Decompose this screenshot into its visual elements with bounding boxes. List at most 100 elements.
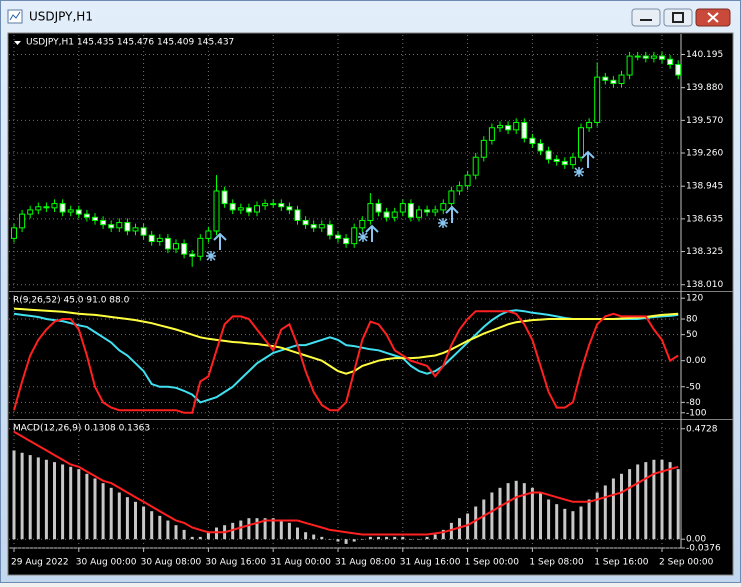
- signal-star: [574, 167, 584, 177]
- candle-body: [310, 224, 317, 229]
- candle-body: [92, 216, 98, 221]
- macd-bar: [620, 473, 623, 540]
- macd-bar: [547, 499, 551, 540]
- x-tick-label: 1 Sep 00:00: [465, 558, 520, 568]
- x-tick-label: 2 Sep 00:00: [659, 558, 714, 568]
- candle-body: [391, 211, 398, 218]
- candle-body: [326, 224, 333, 236]
- macd-bar: [190, 536, 194, 540]
- candle-body: [618, 74, 625, 84]
- maximize-button[interactable]: [663, 8, 693, 27]
- candle-body: [553, 158, 560, 162]
- candle-body: [505, 125, 512, 131]
- candle-body: [359, 219, 366, 229]
- macd-bar: [239, 520, 243, 540]
- macd-bar: [287, 522, 291, 540]
- candle-body: [181, 243, 188, 255]
- macd-bar: [474, 506, 478, 540]
- macd-bar: [320, 536, 324, 540]
- candle-body: [140, 227, 147, 236]
- candle-body: [197, 237, 204, 257]
- macd-bar: [449, 522, 453, 540]
- candle-body: [456, 185, 463, 192]
- indicator-line: [13, 310, 679, 414]
- candle-body: [667, 58, 674, 66]
- candle-body: [270, 203, 277, 206]
- y-tick-label: 140.195: [686, 50, 723, 60]
- macd-bar: [296, 527, 299, 540]
- candle-body: [561, 160, 568, 166]
- macd-bar: [158, 515, 162, 540]
- signal-star: [206, 251, 216, 261]
- macd-bar: [166, 520, 170, 540]
- macd-bar: [117, 492, 121, 540]
- macd-bar: [409, 539, 413, 540]
- macd-bar: [539, 492, 542, 540]
- macd-bar: [490, 492, 494, 540]
- buy-arrow: [365, 224, 379, 242]
- candle-body: [67, 209, 74, 213]
- candle-body: [221, 190, 228, 205]
- title-bar: USDJPY,H1: [7, 8, 731, 27]
- candle-body: [237, 207, 244, 211]
- macd-bar: [377, 536, 380, 540]
- candle-body: [650, 55, 657, 59]
- plot: 29 Aug 2022 30 Aug 00:00 30 Aug 08:00 30 Au…: [9, 34, 733, 568]
- macd-bar: [231, 522, 235, 540]
- macd-bar: [425, 536, 429, 540]
- y-tick-label: -80: [686, 398, 701, 408]
- signal-markers: [206, 150, 595, 261]
- macd-bar: [676, 469, 680, 540]
- candle-body: [480, 139, 487, 158]
- panel-title: R(9,26,52) 45.0 91.0 88.0: [13, 296, 130, 306]
- candle-body: [383, 211, 390, 218]
- candle-body: [488, 127, 495, 141]
- candle-body: [537, 143, 544, 152]
- macd-bar: [304, 532, 308, 540]
- macd-bar: [636, 464, 640, 540]
- macd-bar: [579, 506, 583, 540]
- macd-bar: [279, 520, 283, 540]
- y-tick-label: 50: [686, 330, 698, 340]
- candle-body: [108, 224, 115, 229]
- macd-bar: [255, 518, 259, 540]
- minimize-button[interactable]: [631, 8, 661, 27]
- macd-bar: [352, 539, 356, 542]
- macd-bar: [174, 525, 178, 540]
- candle-body: [343, 237, 350, 245]
- x-tick-label: 31 Aug 16:00: [400, 558, 461, 568]
- candle-body: [594, 76, 601, 123]
- macd-bar: [522, 483, 526, 540]
- y-tick-label: 0.00: [686, 356, 706, 366]
- macd-bar: [360, 539, 364, 540]
- candle-body: [75, 209, 82, 215]
- macd-bar: [466, 513, 470, 540]
- candle-body: [335, 234, 341, 239]
- candle-body: [83, 213, 90, 218]
- candle-body: [124, 222, 131, 232]
- candle-body: [351, 227, 358, 245]
- candle-body: [100, 219, 107, 226]
- candle-body: [602, 76, 609, 81]
- x-tick-label: 30 Aug 16:00: [205, 558, 266, 568]
- macd-bar: [571, 511, 575, 540]
- macd-bar: [206, 532, 210, 540]
- candle-body: [367, 203, 374, 221]
- candle-body: [11, 227, 17, 239]
- macd-bar: [644, 462, 648, 540]
- candle-body: [578, 127, 584, 158]
- y-tick-label: 120: [686, 294, 703, 304]
- candle-body: [294, 209, 301, 221]
- macd-bar: [150, 511, 154, 540]
- macd-bar: [603, 485, 607, 540]
- y-tick-label: -50: [686, 382, 701, 392]
- symbol-menu-triangle: [14, 41, 21, 45]
- candle-body: [521, 121, 528, 139]
- panel-title: MACD(12,26,9) 0.1308 0.1363: [13, 424, 150, 434]
- y-tick-label: 138.325: [686, 247, 723, 257]
- macd-bar: [514, 480, 518, 540]
- signal-line: [13, 430, 679, 536]
- macd-bar: [142, 506, 146, 540]
- candle-body: [424, 209, 431, 213]
